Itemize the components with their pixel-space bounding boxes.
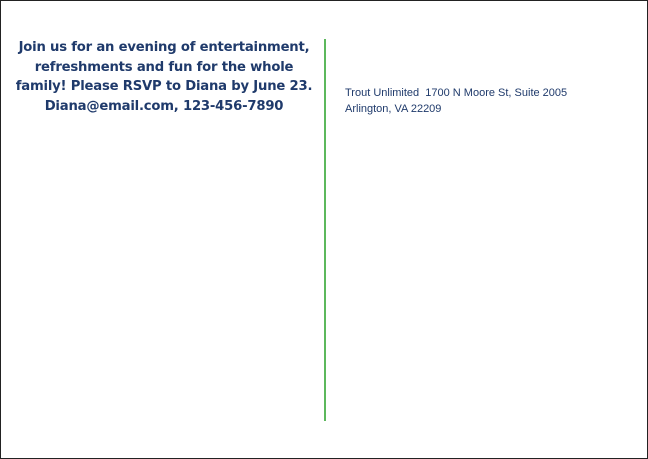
invitation-message: Join us for an evening of entertainment,… — [13, 38, 315, 116]
center-divider — [324, 39, 326, 421]
message-line: Diana@email.com, 123-456-7890 — [44, 98, 284, 114]
return-address: Trout Unlimited 1700 N Moore St, Suite 2… — [345, 85, 567, 117]
address-line-1: Trout Unlimited 1700 N Moore St, Suite 2… — [345, 87, 568, 99]
message-line: Join us for an evening of entertainment, — [18, 40, 310, 55]
message-line: refreshments and fun for the whole — [34, 59, 294, 75]
address-line-2: Arlington, VA 22209 — [345, 103, 442, 115]
message-line: family! Please RSVP to Diana by June 23. — [15, 79, 313, 94]
